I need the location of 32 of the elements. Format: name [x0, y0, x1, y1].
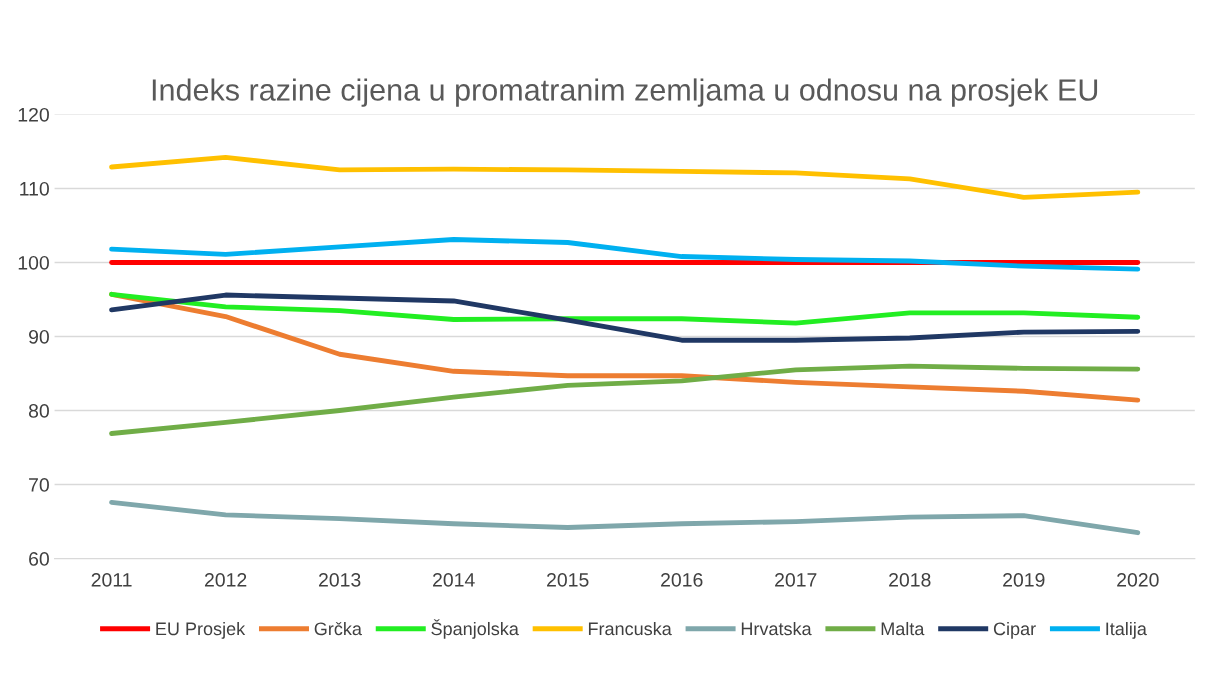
x-tick-label: 2011: [91, 572, 132, 587]
line-series: [109, 154, 1141, 200]
x-tick-label: 2019: [1003, 572, 1045, 587]
y-tick-label: 100: [18, 255, 49, 270]
line-series: [109, 291, 1141, 326]
legend-label: Španjolska: [431, 619, 519, 639]
legend-label: Hrvatska: [741, 621, 812, 636]
y-tick-label: 90: [29, 329, 49, 344]
x-tick-label: 2020: [1117, 572, 1159, 587]
x-tick-label: 2018: [889, 572, 931, 587]
x-tick-label: 2012: [204, 572, 247, 587]
legend-label: Cipar: [993, 621, 1036, 639]
legend-label: Italija: [1106, 621, 1147, 639]
line-series: [109, 363, 1141, 436]
x-tick-label: 2017: [775, 572, 817, 587]
y-tick-label: 70: [29, 478, 49, 492]
line-series: [109, 292, 1141, 343]
line-series: [109, 499, 1141, 536]
legend-label: Francuska: [588, 621, 672, 636]
y-tick-label: 120: [18, 107, 49, 122]
y-tick-label: 110: [20, 181, 49, 196]
chart-title: Indeks razine cijena u promatranim zemljama u odnosu na prosjek EU: [152, 78, 1098, 107]
x-tick-label: 2016: [661, 572, 703, 587]
legend-label: Malta: [881, 621, 925, 636]
line-series: [109, 237, 1141, 272]
x-tick-label: 2014: [433, 572, 475, 587]
x-tick-label: 2015: [547, 572, 589, 587]
legend-label: EU Prosjek: [156, 621, 246, 639]
x-tick-label: 2013: [318, 572, 361, 587]
legend-label: Grčka: [314, 621, 362, 636]
y-tick-label: 80: [28, 404, 49, 418]
y-tick-label: 60: [29, 552, 49, 566]
